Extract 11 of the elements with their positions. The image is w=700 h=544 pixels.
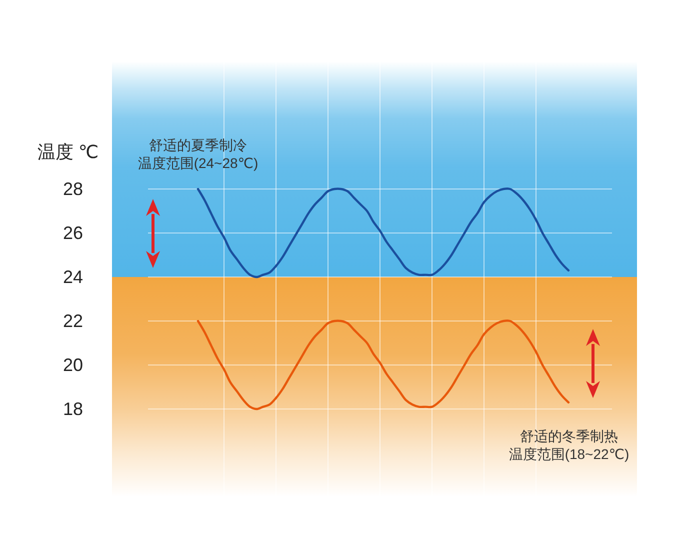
line-series	[196, 188, 570, 278]
y-axis-title: 温度 ℃	[37, 142, 99, 162]
y-tick-label: 18	[62, 399, 84, 419]
y-tick-label: 22	[62, 311, 84, 331]
y-tick-label: 20	[62, 355, 84, 375]
line-series	[196, 320, 570, 410]
annotation: 舒适的夏季制冷温度范围(24~28℃)	[138, 137, 258, 171]
y-tick-label: 28	[62, 179, 84, 199]
annotation: 舒适的冬季制热温度范围(18~22℃)	[508, 428, 630, 462]
y-tick-label: 26	[62, 223, 84, 243]
y-tick-label: 24	[62, 267, 84, 287]
